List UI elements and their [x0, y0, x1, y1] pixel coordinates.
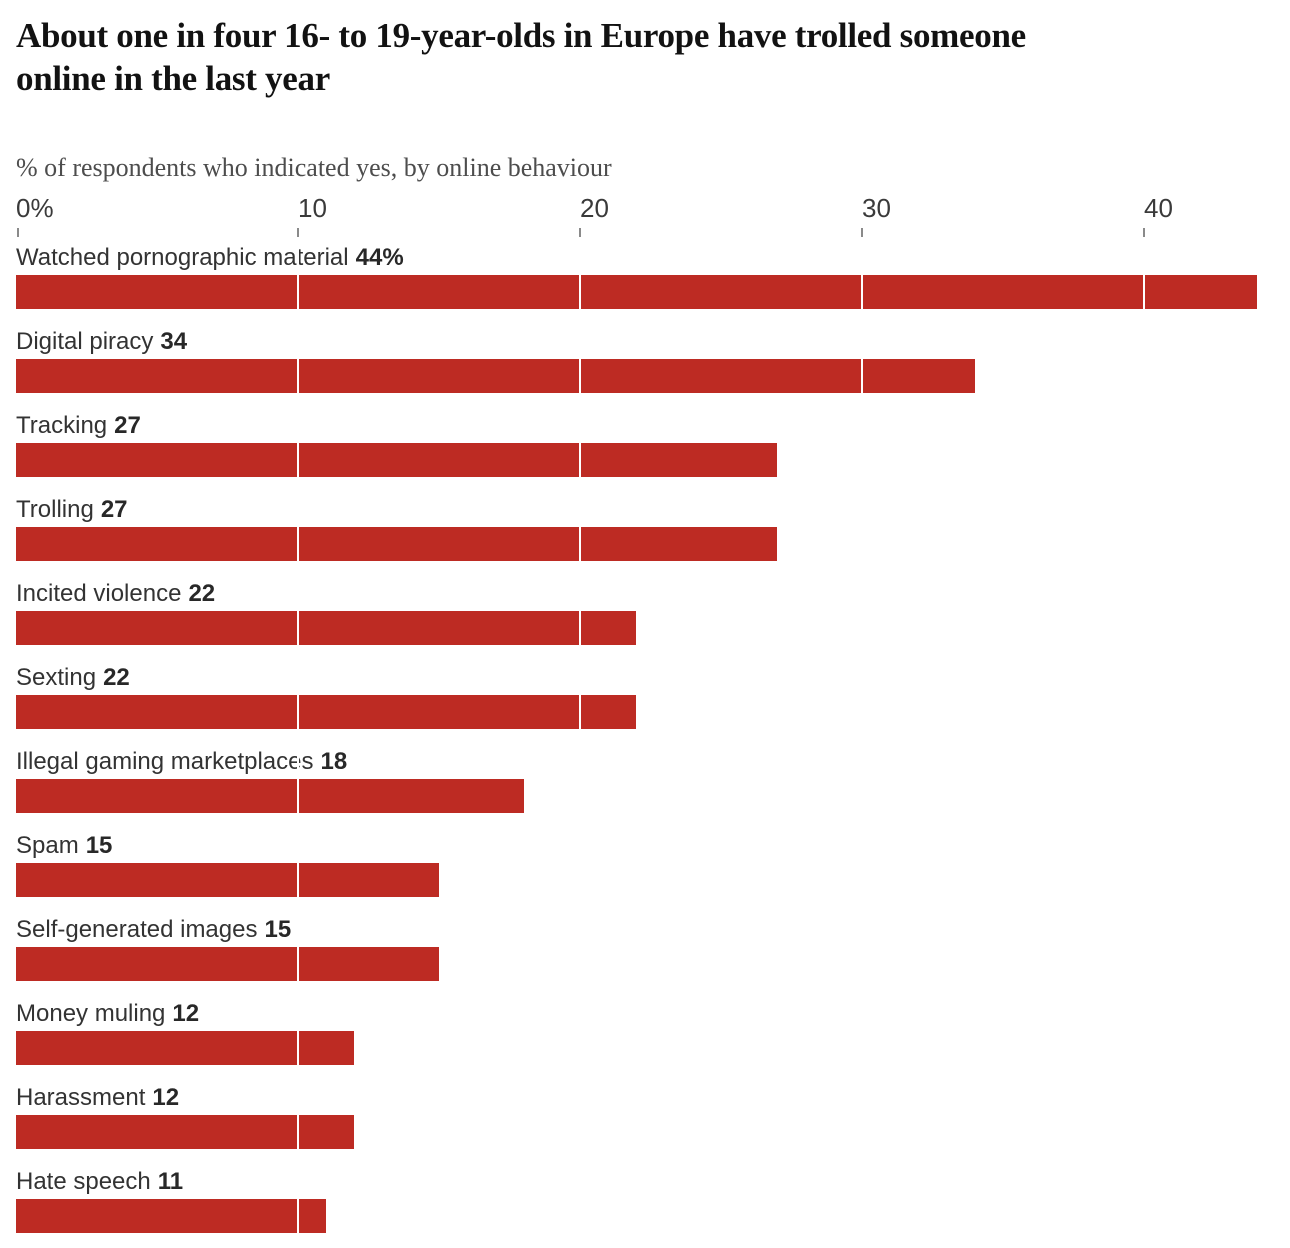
bar-value: 27: [100, 496, 128, 523]
bar-category: Self-generated images: [16, 916, 258, 943]
bar-value: 34: [160, 328, 188, 355]
bar-category: Digital piracy: [16, 328, 154, 355]
bar-label: Spam 15: [16, 832, 1285, 859]
bar-row-self-generated-images: Self-generated images 15: [16, 916, 1285, 1000]
gridline-20: [578, 244, 581, 1248]
bar-track: [16, 863, 1285, 897]
bar-track: [16, 359, 1285, 393]
bar-row-harassment: Harassment 12: [16, 1084, 1285, 1168]
bar-label: Self-generated images 15: [16, 916, 1285, 943]
gridline-10: [296, 244, 299, 1248]
bar-value: 12: [152, 1084, 180, 1111]
bar-label: Digital piracy 34: [16, 328, 1285, 355]
bar: [16, 443, 778, 477]
bar: [16, 1199, 327, 1233]
bar-label: Sexting 22: [16, 664, 1285, 691]
bar-value: 22: [188, 580, 216, 607]
bar: [16, 1115, 355, 1149]
bar-label: Harassment 12: [16, 1084, 1285, 1111]
bar-row-incited-violence: Incited violence 22: [16, 580, 1285, 664]
bar-chart: 0% 10 20 30 40: [16, 195, 1285, 1248]
x-axis-tick-mark: [17, 228, 19, 237]
bar-label: Hate speech 11: [16, 1168, 1285, 1195]
bar-row-tracking: Tracking 27: [16, 412, 1285, 496]
bar-label: Illegal gaming marketplaces 18: [16, 748, 1285, 775]
bar-category: Spam: [16, 832, 79, 859]
bar-row-illegal-gaming-marketplaces: Illegal gaming marketplaces 18: [16, 748, 1285, 832]
gridline-40: [1142, 244, 1145, 1248]
bar-rows: Watched pornographic material 44% Digital…: [16, 244, 1285, 1248]
bar-label: Incited violence 22: [16, 580, 1285, 607]
bar-category: Money muling: [16, 1000, 166, 1027]
bar: [16, 611, 637, 645]
x-axis-tick-mark: [861, 228, 863, 237]
x-axis-tick-mark: [1142, 228, 1145, 237]
chart-subtitle: % of respondents who indicated yes, by o…: [16, 153, 612, 182]
bar-value: 18: [320, 748, 348, 775]
bar-track: [16, 611, 1285, 645]
bar-category: Harassment: [16, 1084, 146, 1111]
gridline-30: [861, 244, 863, 1248]
bar-track: [16, 275, 1285, 309]
chart-title-line-2: online in the last year: [16, 59, 330, 98]
x-axis-tick-mark: [296, 228, 299, 237]
bar-category: Incited violence: [16, 580, 182, 607]
bar-track: [16, 1115, 1285, 1149]
bar: [16, 695, 637, 729]
bar-category: Illegal gaming marketplaces: [16, 748, 314, 775]
bar-track: [16, 779, 1285, 813]
bar-track: [16, 1031, 1285, 1065]
bar-track: [16, 443, 1285, 477]
bar-category: Sexting: [16, 664, 97, 691]
bar: [16, 779, 524, 813]
x-axis: 0% 10 20 30 40: [16, 195, 1285, 237]
bar: [16, 863, 439, 897]
bar: [16, 275, 1257, 309]
bar-track: [16, 1199, 1285, 1233]
bar-row-sexting: Sexting 22: [16, 664, 1285, 748]
bar-track: [16, 947, 1285, 981]
bar-row-hate-speech: Hate speech 11: [16, 1168, 1285, 1248]
bar: [16, 359, 975, 393]
bar-row-money-muling: Money muling 12: [16, 1000, 1285, 1084]
bar-row-watched-pornographic-material: Watched pornographic material 44%: [16, 244, 1285, 328]
bar-label: Tracking 27: [16, 412, 1285, 439]
bar-label: Trolling 27: [16, 496, 1285, 523]
bar-value: 11: [157, 1168, 184, 1195]
bar-label: Watched pornographic material 44%: [16, 244, 1285, 271]
bar-value: 15: [85, 832, 113, 859]
bar-value: 15: [264, 916, 292, 943]
bar-value: 27: [114, 412, 141, 439]
bar-category: Hate speech: [16, 1168, 151, 1195]
bar-category: Watched pornographic material: [16, 244, 349, 271]
bar-label: Money muling 12: [16, 1000, 1285, 1027]
chart-title-line-1: About one in four 16- to 19-year-olds in…: [16, 16, 1026, 55]
x-axis-tick-mark: [578, 228, 581, 237]
bar-category: Tracking: [16, 412, 108, 439]
bar-value: 44%: [355, 244, 404, 271]
bar-value: 12: [172, 1000, 200, 1027]
bar-track: [16, 527, 1285, 561]
bar-category: Trolling: [16, 496, 94, 523]
bar-track: [16, 695, 1285, 729]
bar: [16, 527, 778, 561]
bar: [16, 947, 439, 981]
bar: [16, 1031, 355, 1065]
bar-row-trolling: Trolling 27: [16, 496, 1285, 580]
chart-title: About one in four 16- to 19-year-olds in…: [16, 14, 1285, 100]
bar-row-digital-piracy: Digital piracy 34: [16, 328, 1285, 412]
bar-value: 22: [103, 664, 130, 691]
bar-row-spam: Spam 15: [16, 832, 1285, 916]
